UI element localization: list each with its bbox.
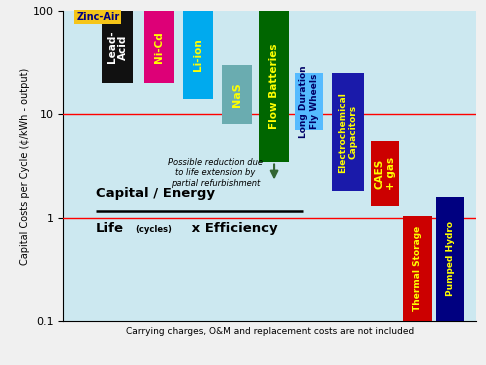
Bar (103, 11, 133, 83)
Text: Possible reduction due
to life extension by
partial refurbishment: Possible reduction due to life extension… (168, 158, 263, 188)
Bar (371, 141, 399, 206)
Text: Zinc-Air: Zinc-Air (76, 12, 120, 22)
Text: Electrochemical
Capacitors: Electrochemical Capacitors (338, 92, 358, 173)
Text: Pumped Hydro: Pumped Hydro (446, 222, 455, 296)
Y-axis label: Capital Costs per Cycle (¢/kWh - output): Capital Costs per Cycle (¢/kWh - output) (19, 68, 30, 265)
Text: Long Duration
Fly Wheels: Long Duration Fly Wheels (299, 65, 318, 138)
Text: Ni-Cd: Ni-Cd (154, 31, 164, 63)
Text: CAES
+ gas: CAES + gas (374, 157, 396, 190)
Bar (331, 73, 364, 191)
Bar (295, 73, 323, 130)
Text: Lead-
Acid: Lead- Acid (107, 31, 128, 64)
Text: x Efficiency: x Efficiency (187, 222, 278, 235)
Text: Flow Batteries: Flow Batteries (269, 43, 279, 129)
Bar (183, 11, 213, 99)
Bar (222, 65, 252, 124)
Bar (259, 11, 289, 162)
Text: Li-ion: Li-ion (193, 39, 203, 72)
Text: Thermal Storage: Thermal Storage (413, 226, 422, 311)
Bar (403, 216, 432, 321)
X-axis label: Carrying charges, O&M and replacement costs are not included: Carrying charges, O&M and replacement co… (125, 327, 414, 336)
Text: (cycles): (cycles) (136, 225, 173, 234)
Bar (144, 11, 174, 83)
Bar (436, 197, 464, 321)
Text: Life: Life (96, 222, 124, 235)
Text: Capital / Energy: Capital / Energy (96, 188, 215, 200)
Text: NaS: NaS (232, 82, 242, 107)
